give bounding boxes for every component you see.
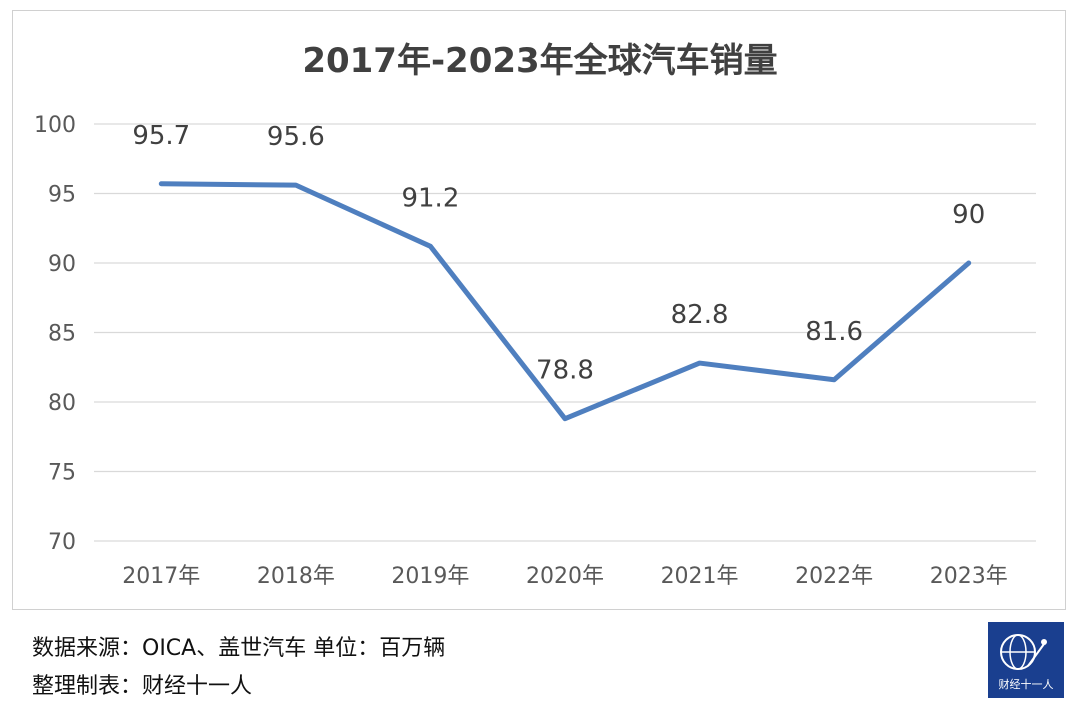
data-label: 95.7 [132,121,190,151]
x-tick-label: 2019年 [391,564,469,589]
logo-text: 财经十一人 [998,678,1054,691]
y-tick-label: 70 [48,530,76,555]
data-label: 82.8 [671,300,729,330]
chart-frame [12,10,1066,610]
gridlines [94,123,1036,542]
series-line-path [158,181,972,422]
y-tick-label: 80 [48,391,76,416]
globe-icon [1000,634,1047,670]
x-axis-ticks: 2017年 2018年 2019年 2020年 2021年 2022年 2023年 [122,564,1007,589]
y-tick-label: 90 [48,252,76,277]
chart-title: 2017年-2023年全球汽车销量 [302,41,777,81]
data-label: 78.8 [536,356,594,386]
y-tick-label: 100 [34,113,76,138]
data-label: 91.2 [401,183,459,213]
x-tick-label: 2022年 [795,564,873,589]
x-tick-label: 2020年 [526,564,604,589]
data-labels: 95.7 95.6 91.2 78.8 82.8 81.6 90 [132,121,985,386]
x-tick-label: 2021年 [661,564,739,589]
x-tick-label: 2018年 [257,564,335,589]
source-note: 数据来源：OICA、盖世汽车 单位：百万辆 [32,636,446,661]
brand-logo: 财经十一人 [988,622,1064,698]
y-tick-label: 75 [48,461,76,486]
data-label: 95.6 [267,122,325,152]
x-tick-label: 2023年 [930,564,1008,589]
compiled-by-note: 整理制表：财经十一人 [32,674,253,699]
series-line [158,181,972,422]
y-tick-label: 95 [48,183,76,208]
data-label: 90 [952,200,985,230]
y-tick-label: 85 [48,322,76,347]
y-axis-ticks: 70 75 80 85 90 95 100 [34,113,76,555]
x-tick-label: 2017年 [122,564,200,589]
data-label: 81.6 [805,317,863,347]
